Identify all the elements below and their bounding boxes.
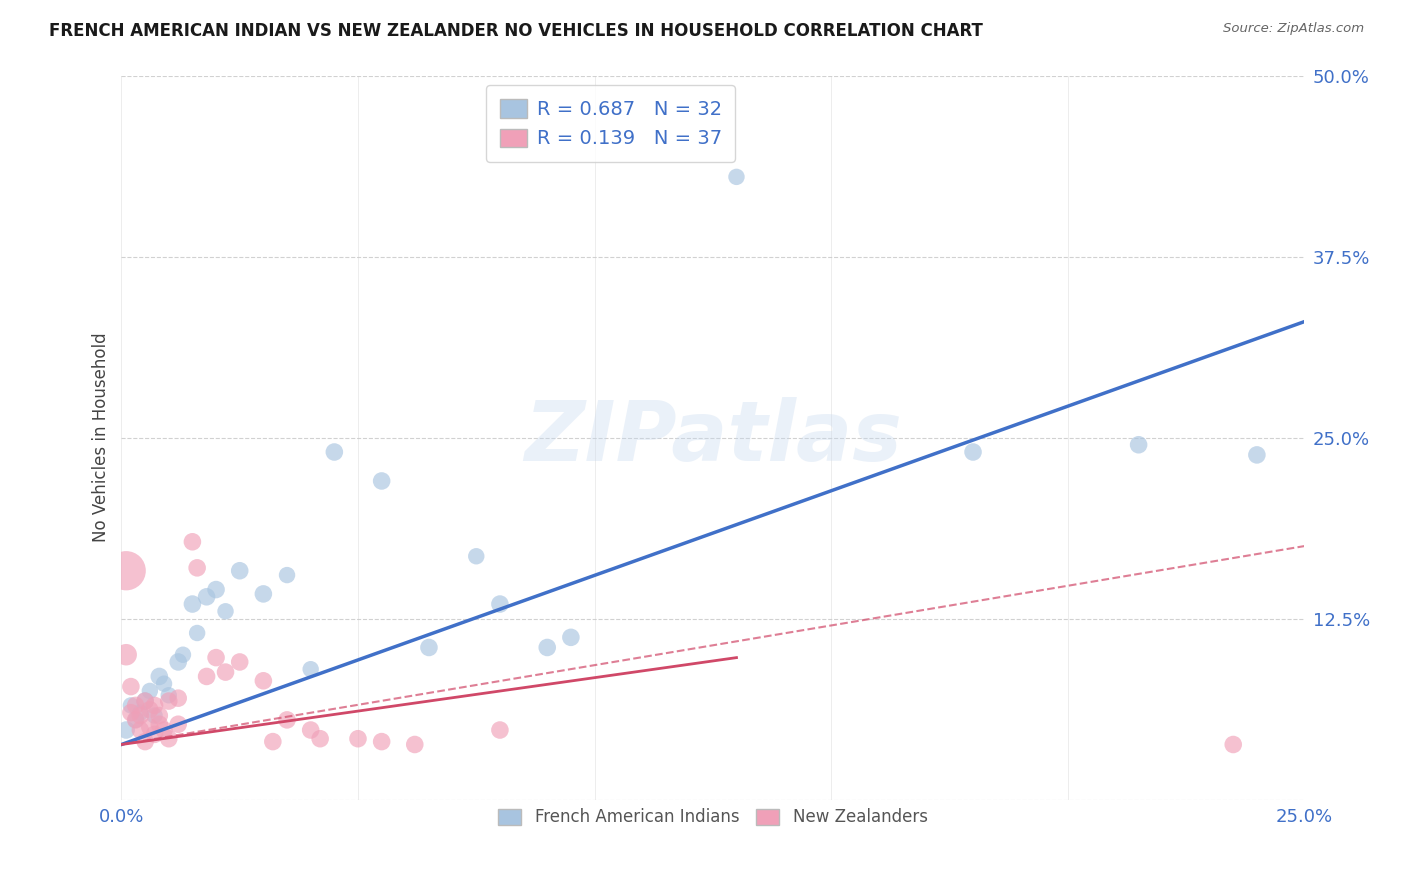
Point: [120, 680, 142, 694]
Point: [560, 631, 582, 645]
Point: [143, 698, 166, 713]
Point: [157, 688, 180, 702]
Point: [153, 723, 176, 737]
Point: [347, 731, 370, 746]
Point: [370, 734, 392, 748]
Point: [172, 648, 194, 662]
Point: [404, 738, 426, 752]
Point: [167, 655, 190, 669]
Point: [181, 534, 204, 549]
Point: [725, 169, 748, 184]
Text: ZIPatlas: ZIPatlas: [524, 397, 901, 478]
Point: [1222, 738, 1244, 752]
Point: [134, 694, 156, 708]
Point: [186, 626, 208, 640]
Point: [134, 694, 156, 708]
Point: [262, 734, 284, 748]
Point: [120, 698, 142, 713]
Point: [157, 731, 180, 746]
Point: [139, 703, 162, 717]
Legend: French American Indians, New Zealanders: French American Indians, New Zealanders: [489, 800, 936, 835]
Point: [228, 564, 250, 578]
Point: [465, 549, 488, 564]
Point: [536, 640, 558, 655]
Point: [124, 713, 146, 727]
Point: [153, 676, 176, 690]
Y-axis label: No Vehicles in Household: No Vehicles in Household: [93, 333, 110, 542]
Point: [489, 723, 512, 737]
Point: [186, 561, 208, 575]
Point: [129, 708, 152, 723]
Point: [252, 587, 274, 601]
Point: [489, 597, 512, 611]
Point: [228, 655, 250, 669]
Point: [370, 474, 392, 488]
Point: [115, 648, 138, 662]
Point: [962, 445, 984, 459]
Point: [129, 706, 152, 720]
Point: [323, 445, 346, 459]
Point: [195, 669, 218, 683]
Point: [129, 723, 152, 737]
Point: [148, 717, 170, 731]
Point: [115, 564, 138, 578]
Point: [214, 665, 236, 679]
Point: [134, 734, 156, 748]
Point: [299, 723, 322, 737]
Point: [139, 684, 162, 698]
Point: [124, 713, 146, 727]
Point: [276, 568, 298, 582]
Point: [1246, 448, 1268, 462]
Point: [143, 708, 166, 723]
Point: [205, 650, 228, 665]
Point: [157, 694, 180, 708]
Point: [167, 717, 190, 731]
Point: [120, 706, 142, 720]
Point: [148, 708, 170, 723]
Point: [143, 727, 166, 741]
Point: [1128, 438, 1150, 452]
Point: [252, 673, 274, 688]
Point: [139, 720, 162, 734]
Point: [205, 582, 228, 597]
Point: [148, 669, 170, 683]
Point: [167, 691, 190, 706]
Point: [299, 662, 322, 676]
Point: [115, 723, 138, 737]
Text: FRENCH AMERICAN INDIAN VS NEW ZEALANDER NO VEHICLES IN HOUSEHOLD CORRELATION CHA: FRENCH AMERICAN INDIAN VS NEW ZEALANDER …: [49, 22, 983, 40]
Text: Source: ZipAtlas.com: Source: ZipAtlas.com: [1223, 22, 1364, 36]
Point: [124, 698, 146, 713]
Point: [276, 713, 298, 727]
Point: [214, 604, 236, 618]
Point: [181, 597, 204, 611]
Point: [195, 590, 218, 604]
Point: [309, 731, 332, 746]
Point: [418, 640, 440, 655]
